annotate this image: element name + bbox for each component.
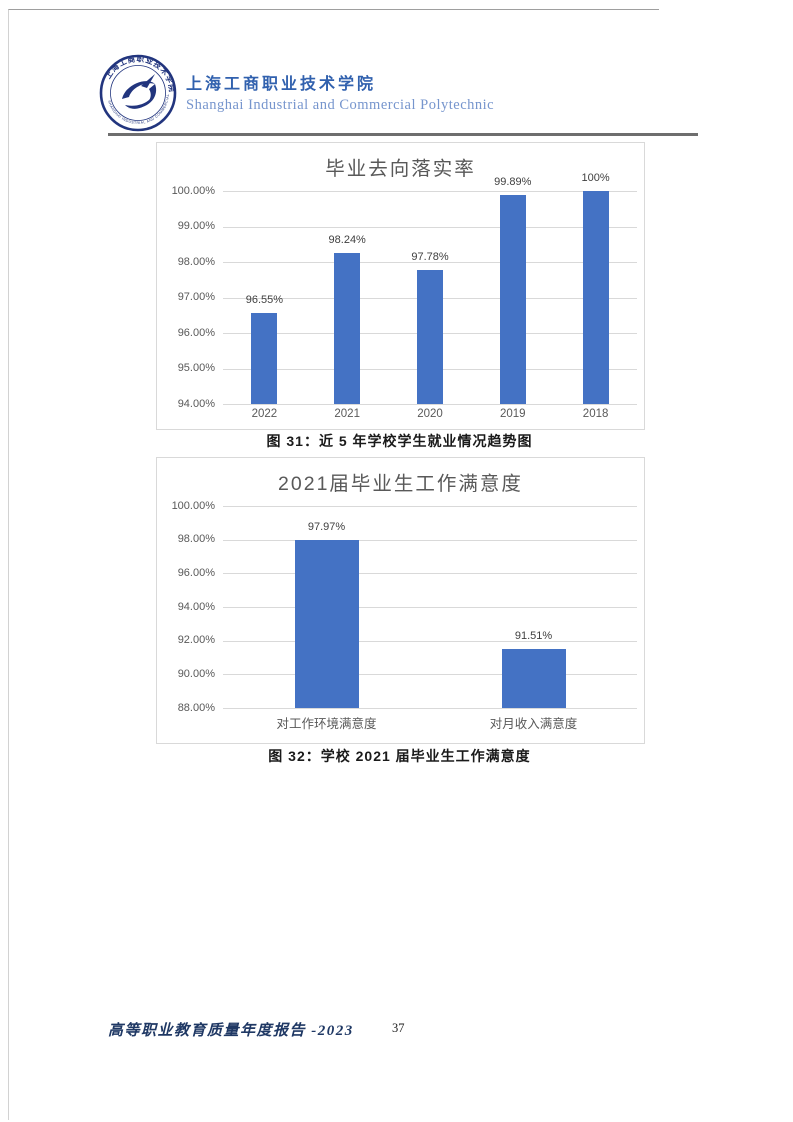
x-axis-category-label: 2022 <box>251 408 278 420</box>
bar-value-label: 99.89% <box>494 175 532 188</box>
bar <box>501 648 566 708</box>
y-axis-tick-label: 98.00% <box>177 255 215 268</box>
gridline <box>223 708 637 709</box>
y-axis-tick-label: 88.00% <box>177 701 215 714</box>
gridline <box>223 573 637 575</box>
gridline <box>223 539 637 541</box>
y-axis-tick-label: 97.00% <box>177 291 215 303</box>
gridline <box>223 640 637 642</box>
bar <box>417 269 443 404</box>
y-axis-tick-label: 100.00% <box>171 499 215 512</box>
y-axis-tick-label: 90.00% <box>177 667 215 680</box>
school-name-english: Shanghai Industrial and Commercial Polyt… <box>186 97 495 113</box>
gridline <box>223 404 637 405</box>
y-axis-tick-label: 94.00% <box>177 397 215 410</box>
y-axis-tick-label: 95.00% <box>177 362 215 374</box>
bar-value-label: 91.51% <box>514 629 553 642</box>
bar <box>499 194 526 404</box>
footer-report-title: 高等职业教育质量年度报告 -2023 <box>108 1023 354 1039</box>
gridline <box>223 262 637 263</box>
figure-caption-32: 图 32：学校 2021 届毕业生工作满意度 <box>268 748 531 764</box>
y-axis-tick-label: 94.00% <box>177 600 215 613</box>
x-axis-category-label: 2019 <box>500 408 526 420</box>
y-axis-tick-label: 100.00% <box>171 184 215 197</box>
x-axis-category-label: 2021 <box>334 408 360 420</box>
y-axis-tick-label: 98.00% <box>177 533 215 546</box>
bar <box>582 191 609 404</box>
bar <box>251 313 278 404</box>
x-axis-category-label: 对工作环境满意度 <box>276 717 377 731</box>
gridline <box>223 674 637 676</box>
school-name-chinese: 上海工商职业技术学院 <box>186 76 377 93</box>
bar-value-label: 96.55% <box>245 294 284 307</box>
bar-value-label: 97.97% <box>307 521 346 534</box>
x-axis-category-label: 2018 <box>582 408 609 420</box>
x-axis-category-label: 对月收入满意度 <box>489 717 578 731</box>
y-axis-tick-label: 99.00% <box>177 220 215 232</box>
y-axis-tick-label: 96.00% <box>177 566 215 579</box>
bar-value-label: 97.78% <box>411 250 449 263</box>
bar-value-label: 100% <box>581 172 610 184</box>
chart-graduate-destination-rate: 毕业去向落实率 100.00% 99.00% 98.00% 97.00% 96.00% 9… <box>156 142 645 430</box>
bar <box>294 540 359 708</box>
y-axis-tick-label: 92.00% <box>177 634 215 647</box>
figure-caption-31: 图 31：近 5 年学校学生就业情况趋势图 <box>266 433 533 449</box>
y-axis-tick-label: 96.00% <box>177 326 215 339</box>
gridline <box>223 506 637 507</box>
chart-job-satisfaction: 2021届毕业生工作满意度 100.00% 98.00% 96.00% 94.00% 9… <box>156 457 645 744</box>
page-number: 37 <box>392 1021 405 1035</box>
gridline <box>223 226 637 228</box>
bar-value-label: 98.24% <box>328 234 366 247</box>
gridline <box>223 607 637 608</box>
chart-title: 毕业去向落实率 <box>325 158 476 180</box>
gridline <box>223 191 637 192</box>
bar <box>334 253 361 404</box>
chart-title: 2021届毕业生工作满意度 <box>278 473 523 495</box>
x-axis-category-label: 2020 <box>417 408 443 420</box>
header-divider <box>108 133 698 136</box>
school-seal-logo-icon: 上海工商职业技术学院 SHANGHAI INDUSTRIAL AND COMME… <box>96 50 178 133</box>
